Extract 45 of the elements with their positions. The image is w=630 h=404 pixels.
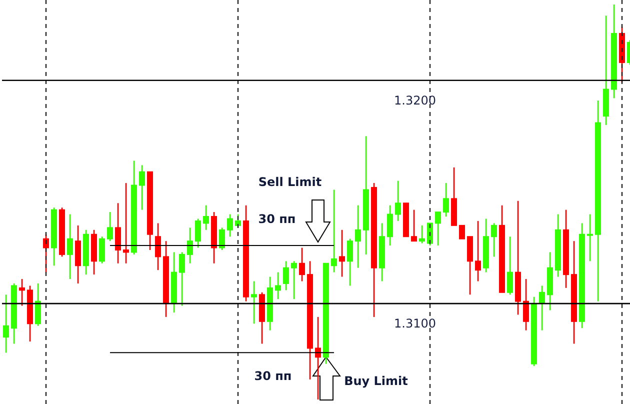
candlestick	[475, 220, 481, 282]
candlestick	[395, 180, 401, 222]
candlestick	[419, 224, 425, 244]
candlestick	[3, 294, 9, 354]
candlestick	[347, 238, 353, 286]
candlestick	[155, 222, 161, 271]
candlestick	[291, 260, 297, 300]
candlestick	[411, 209, 417, 242]
candlestick	[179, 252, 185, 306]
candlestick	[115, 202, 121, 264]
candlestick	[331, 189, 337, 273]
candlestick	[203, 204, 209, 231]
candlestick	[19, 278, 25, 306]
candlestick	[355, 204, 361, 268]
candlestick	[275, 272, 281, 300]
candlestick	[507, 236, 513, 296]
candlestick	[523, 278, 529, 331]
candlestick	[251, 280, 257, 324]
candlestick	[219, 227, 225, 251]
candlestick	[315, 316, 321, 400]
candlestick	[339, 229, 345, 278]
candlestick	[539, 285, 545, 331]
candlestick	[107, 211, 113, 242]
candlestick	[187, 227, 193, 264]
candlestick	[299, 247, 305, 282]
annotation: 30 пп	[254, 369, 292, 383]
candlestick	[387, 204, 393, 246]
candlestick	[443, 182, 449, 218]
candlestick	[283, 260, 289, 291]
annotation: Sell Limit	[258, 175, 322, 189]
candlestick	[123, 182, 129, 264]
candlestick	[35, 282, 41, 327]
annotation: 30 пп	[258, 212, 296, 226]
candlestick	[139, 164, 145, 210]
candlestick	[491, 222, 497, 258]
candlestick	[227, 214, 233, 238]
candlestick	[99, 236, 105, 264]
candlestick	[587, 214, 593, 262]
candlestick	[459, 224, 465, 240]
ref-line-label: 1.3200	[394, 93, 436, 108]
candlestick	[435, 211, 441, 246]
annotation: Buy Limit	[344, 374, 408, 388]
ref-line-label: 1.3100	[394, 316, 436, 331]
candlestick	[195, 218, 201, 248]
candlestick	[67, 214, 73, 280]
